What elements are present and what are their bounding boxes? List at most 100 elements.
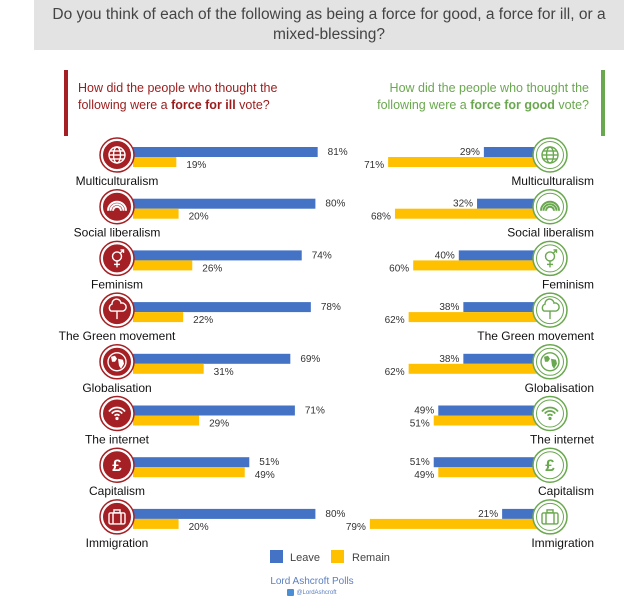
- bar-good-remain: [408, 312, 550, 323]
- legend-leave-swatch: [270, 550, 283, 563]
- world-map-icon: [532, 344, 568, 380]
- category-ill: Feminism: [91, 277, 143, 291]
- category-good: Multiculturalism: [511, 174, 594, 188]
- label-good-remain: 51%: [410, 419, 430, 430]
- bar-good-leave: [463, 302, 550, 313]
- rainbow-icon: [99, 188, 135, 225]
- question-text: Do you think of each of the following as…: [52, 6, 606, 43]
- bar-good-leave: [483, 147, 550, 157]
- bar-ill-leave: [133, 147, 318, 157]
- bar-ill-leave: [133, 457, 250, 468]
- twitter-icon: [287, 589, 295, 596]
- suitcase-icon: [99, 499, 135, 535]
- category-ill: Social liberalism: [74, 226, 161, 240]
- label-ill-remain: 31%: [214, 367, 234, 378]
- label-ill-leave: 71%: [305, 406, 325, 417]
- category-good: Social liberalism: [507, 226, 594, 240]
- category-good: Feminism: [542, 277, 594, 291]
- pound-sign-icon: £: [532, 447, 568, 483]
- legend-leave-label: Leave: [290, 552, 320, 564]
- bar-ill-remain: [133, 157, 177, 167]
- category-ill: Capitalism: [89, 484, 145, 498]
- label-good-remain: 49%: [414, 470, 434, 481]
- twitter-handle: @LordAshcroft: [0, 589, 624, 596]
- legend-remain-swatch: [331, 550, 344, 563]
- label-ill-remain: 29%: [209, 419, 229, 430]
- rainbow-icon: [532, 188, 568, 225]
- bar-good-remain: [413, 260, 550, 271]
- bar-good-leave: [477, 198, 550, 209]
- label-ill-leave: 69%: [300, 354, 320, 365]
- bar-ill-leave: [133, 250, 302, 261]
- bar-ill-remain: [133, 208, 179, 219]
- globe-icon: [532, 137, 568, 173]
- panel-ill-suffix: vote?: [235, 98, 270, 112]
- gender-symbol-icon: [99, 240, 135, 277]
- globe-icon: [99, 137, 135, 173]
- label-good-remain: 71%: [364, 160, 384, 171]
- wifi-icon: [99, 395, 135, 432]
- panel-good-prefix: How did the people who thought the follo…: [377, 81, 589, 112]
- panel-ill-prefix: How did the people who thought the follo…: [78, 81, 278, 112]
- category-ill: Multiculturalism: [76, 174, 159, 188]
- label-good-remain: 79%: [346, 522, 366, 533]
- gender-symbol-icon: [532, 240, 568, 277]
- bar-good-leave: [438, 405, 550, 416]
- bar-good-leave: [502, 508, 550, 519]
- label-good-leave: 21%: [478, 509, 498, 520]
- category-good: Capitalism: [538, 484, 594, 498]
- tree-icon: [99, 292, 135, 328]
- panel-good-suffix: vote?: [554, 98, 589, 112]
- label-good-leave: 38%: [439, 354, 459, 365]
- bar-ill-remain: [133, 260, 193, 271]
- label-good-leave: 51%: [410, 457, 430, 468]
- bar-ill-remain: [133, 467, 245, 478]
- category-ill: The internet: [85, 433, 150, 447]
- label-ill-remain: 20%: [189, 212, 209, 223]
- category-good: The internet: [530, 433, 595, 447]
- bar-ill-remain: [133, 518, 179, 529]
- label-ill-leave: 51%: [259, 457, 279, 468]
- label-good-leave: 29%: [460, 147, 480, 158]
- label-ill-remain: 20%: [189, 522, 209, 533]
- pound-sign-icon: £: [99, 447, 135, 483]
- label-good-leave: 40%: [435, 250, 455, 261]
- bar-ill-leave: [133, 302, 311, 313]
- category-ill: Immigration: [86, 536, 149, 550]
- svg-text:£: £: [545, 456, 555, 475]
- label-good-remain: 62%: [385, 367, 405, 378]
- bar-good-remain: [433, 415, 550, 426]
- tree-icon: [532, 292, 568, 328]
- category-ill: The Green movement: [59, 329, 176, 343]
- bar-ill-leave: [133, 508, 316, 519]
- bar-ill-leave: [133, 353, 291, 364]
- label-good-leave: 32%: [453, 199, 473, 210]
- label-ill-leave: 80%: [325, 509, 345, 520]
- bar-good-remain: [394, 208, 550, 219]
- label-good-remain: 68%: [371, 212, 391, 223]
- label-ill-remain: 26%: [202, 263, 222, 274]
- label-ill-remain: 49%: [255, 470, 275, 481]
- label-good-remain: 62%: [385, 315, 405, 326]
- twitter-handle-text: @LordAshcroft: [296, 590, 337, 597]
- bar-ill-leave: [133, 198, 316, 209]
- bar-good-remain: [408, 363, 550, 374]
- label-ill-remain: 19%: [186, 160, 206, 171]
- label-ill-leave: 80%: [325, 199, 345, 210]
- label-ill-leave: 81%: [328, 147, 348, 158]
- label-ill-leave: 74%: [312, 250, 332, 261]
- panel-good-emphasis: force for good: [470, 98, 555, 112]
- panel-ill-emphasis: force for ill: [171, 98, 236, 112]
- bar-good-remain: [388, 157, 550, 167]
- bar-ill-remain: [133, 312, 184, 323]
- category-good: The Green movement: [477, 329, 594, 343]
- bar-good-remain: [438, 467, 550, 478]
- label-ill-leave: 78%: [321, 302, 341, 313]
- panel-force-for-good: How did the people who thought the follo…: [345, 70, 605, 136]
- suitcase-icon: [532, 499, 568, 535]
- footer: Lord Ashcroft Polls @LordAshcroft: [0, 576, 624, 596]
- legend-remain-label: Remain: [352, 552, 390, 564]
- label-good-leave: 38%: [439, 302, 459, 313]
- bar-good-leave: [463, 353, 550, 364]
- wifi-icon: [532, 395, 568, 432]
